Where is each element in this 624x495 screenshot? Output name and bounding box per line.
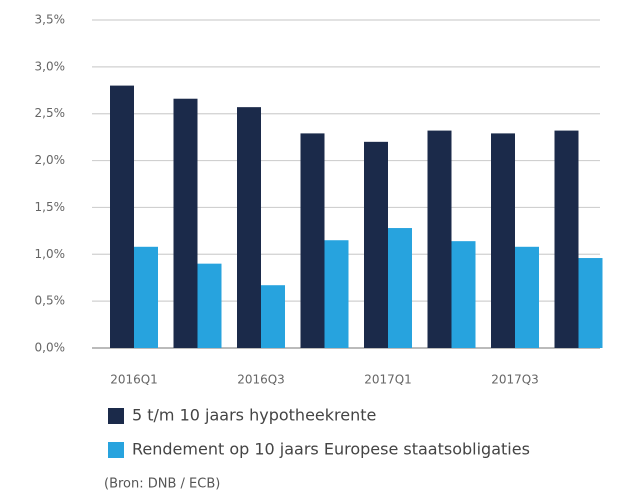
bar — [364, 141, 388, 348]
x-tick-label: 2017Q3 — [491, 373, 539, 387]
x-tick-label: 2017Q1 — [364, 373, 412, 387]
y-tick-label: 2,5% — [35, 106, 66, 120]
bar — [237, 107, 261, 348]
bar — [197, 263, 222, 348]
y-tick-label: 3,0% — [35, 59, 66, 73]
bar — [173, 98, 198, 348]
y-tick-label: 1,5% — [35, 200, 66, 214]
y-tick-label: 1,0% — [35, 247, 66, 261]
legend-swatch — [108, 442, 124, 458]
legend-label: Rendement op 10 jaars Europese staatsobl… — [132, 440, 530, 459]
legend-swatch — [108, 408, 124, 424]
bar — [554, 130, 579, 348]
bar — [427, 130, 452, 348]
y-tick-label: 3,5% — [35, 13, 66, 27]
bar — [261, 285, 285, 348]
y-tick-label: 0,5% — [35, 294, 66, 308]
bar — [300, 133, 325, 348]
bar — [491, 133, 515, 348]
bar — [515, 246, 539, 348]
bar — [388, 228, 412, 348]
x-tick-label: 2016Q1 — [110, 373, 158, 387]
bar — [110, 85, 134, 348]
y-tick-label: 0,0% — [35, 341, 66, 355]
bar — [451, 241, 476, 348]
y-tick-label: 2,0% — [35, 153, 66, 167]
bar — [578, 258, 603, 348]
bar — [324, 240, 349, 348]
bar — [134, 246, 158, 348]
source-note: (Bron: DNB / ECB) — [104, 477, 220, 492]
legend-label: 5 t/m 10 jaars hypotheekrente — [132, 406, 376, 425]
x-tick-label: 2016Q3 — [237, 373, 285, 387]
